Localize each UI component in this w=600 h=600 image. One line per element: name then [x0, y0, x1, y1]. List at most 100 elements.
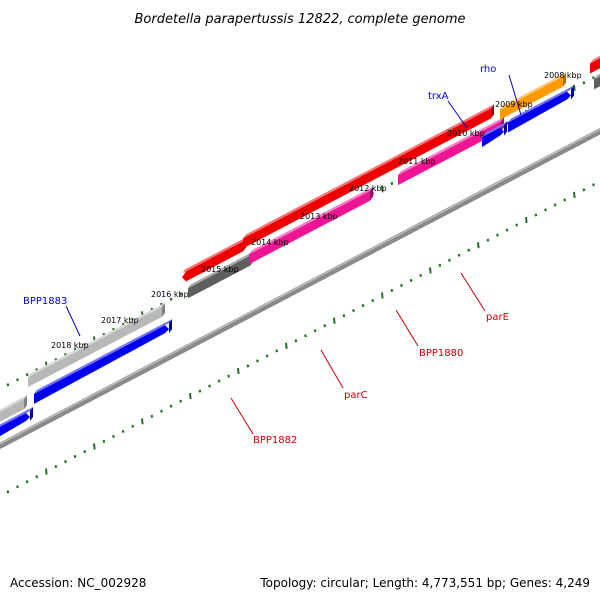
gene-label-BPP1880: BPP1880 [419, 348, 463, 359]
tick-mark [198, 389, 202, 393]
tick-mark [390, 181, 394, 186]
tick-label-2018: 2018 kbp [51, 341, 89, 350]
feature-blue-bpp1883 [34, 319, 172, 404]
gene-label-trxA: trxA [428, 91, 449, 102]
feature-blue-right [508, 85, 574, 133]
tick-mark [285, 342, 288, 349]
tick-mark [409, 278, 413, 282]
map-title: Bordetella parapertussis 12822, complete… [135, 12, 466, 27]
tick-mark [275, 349, 279, 353]
tick-mark [525, 216, 528, 224]
tick-mark [265, 354, 269, 358]
tick-label-2013: 2013 kbp [300, 212, 338, 221]
feature-red-bpp1880 [392, 104, 494, 171]
callout-BPP1882 [230, 397, 254, 435]
tick-mark [160, 409, 163, 413]
accession-text: Accession: NC_002928 [10, 576, 147, 590]
tick-mark [16, 485, 19, 489]
tick-mark [64, 460, 67, 464]
gene-label-BPP1882: BPP1882 [253, 435, 297, 446]
tick-mark [573, 191, 576, 198]
tick-mark [323, 324, 327, 328]
tick-mark [35, 475, 39, 479]
gene-label-BPP1883: BPP1883 [23, 296, 67, 307]
tick-mark [477, 242, 480, 249]
tick-mark [227, 374, 231, 378]
tick-label-2016: 2016 kbp [151, 290, 189, 299]
tick-mark [553, 203, 557, 207]
callout-parC [320, 349, 344, 389]
tick-label-2015: 2015 kbp [201, 265, 239, 274]
tick-mark [544, 208, 547, 212]
tick-label-2014: 2014 kbp [251, 238, 289, 247]
callout-rho [508, 74, 522, 116]
feature-darkgray-edge [594, 73, 600, 90]
tick-mark [361, 304, 365, 308]
tick-mark [371, 299, 375, 303]
tick-mark [45, 468, 48, 475]
tick-mark [496, 233, 499, 237]
tick-mark [102, 439, 106, 443]
callout-trxA [447, 100, 468, 129]
tick-mark [333, 317, 336, 324]
tick-mark [448, 258, 451, 262]
feature-pink-pare [398, 117, 504, 186]
tick-mark [534, 213, 538, 217]
tick-mark [304, 334, 307, 338]
tick-mark [83, 449, 87, 454]
gene-label-parC: parC [344, 390, 368, 401]
tick-mark [25, 480, 29, 484]
gene-label-rho: rho [480, 64, 496, 75]
tick-mark [505, 228, 509, 232]
tick-mark [16, 378, 19, 382]
gene-features [0, 55, 600, 437]
tick-mark [419, 273, 423, 277]
feature-red-edge [590, 55, 600, 74]
feature-gray-bpp1883 [28, 302, 165, 388]
tick-mark [457, 253, 461, 257]
tick-label-2011: 2011 kbp [398, 157, 436, 166]
tick-mark [169, 404, 173, 408]
tick-label-2008: 2008 kbp [544, 71, 582, 80]
tick-mark [6, 383, 10, 387]
tick-mark [256, 359, 259, 363]
tick-mark [169, 297, 173, 301]
tick-mark [179, 399, 183, 403]
tick-mark [121, 429, 125, 433]
tick-mark [237, 367, 240, 375]
tick-mark [342, 314, 346, 318]
feature-gray-left-a [0, 395, 27, 422]
tick-mark [438, 263, 442, 267]
tick-mark [400, 283, 403, 287]
gene-label-parE: parE [486, 312, 509, 323]
tick-mark [6, 490, 10, 494]
tick-mark [313, 329, 317, 333]
tick-mark [294, 339, 298, 343]
tick-mark [208, 384, 211, 388]
tick-mark [390, 288, 394, 293]
tick-mark [381, 185, 384, 192]
tick-mark [112, 434, 115, 438]
tick-mark [592, 76, 595, 80]
backbone [0, 127, 600, 450]
genome-stats-text: Topology: circular; Length: 4,773,551 bp… [260, 576, 590, 590]
feature-red-small [361, 156, 395, 187]
tick-mark [582, 81, 586, 85]
feature-blue-trxa [482, 121, 507, 148]
tick-row-inner [6, 183, 595, 494]
feature-pink-parc [249, 186, 373, 265]
tick-mark [246, 364, 250, 368]
tick-mark [381, 292, 384, 299]
tick-mark [592, 183, 595, 187]
tick-mark [486, 238, 490, 242]
gene-callouts [65, 74, 522, 435]
callout-parE [460, 272, 486, 312]
tick-mark [429, 267, 432, 274]
tick-mark [93, 443, 96, 450]
tick-mark [179, 292, 183, 296]
tick-label-2010: 2010 kbp [447, 129, 485, 138]
tick-label-2012: 2012 kbp [349, 184, 387, 193]
tick-label-2017: 2017 kbp [101, 316, 139, 325]
tick-mark [582, 188, 586, 192]
